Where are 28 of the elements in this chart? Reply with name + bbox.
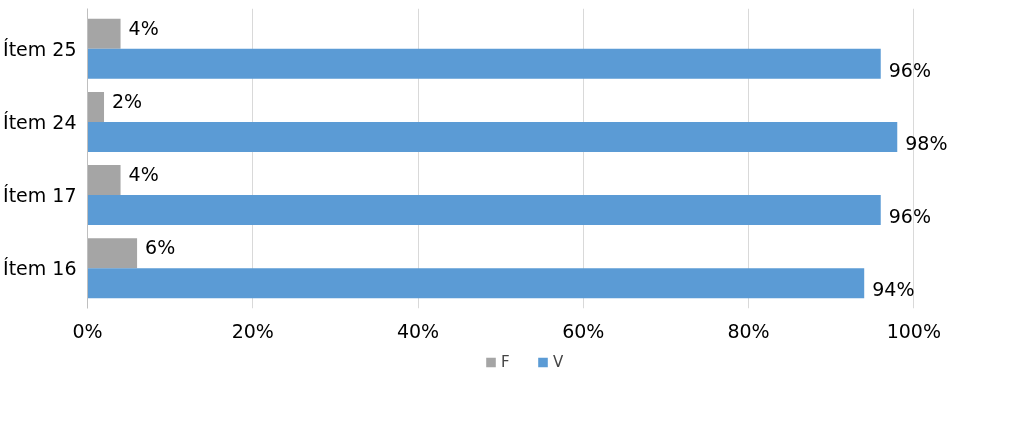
data-label: 4% xyxy=(128,16,159,39)
x-tick-label: 0% xyxy=(72,319,103,342)
legend-label: F xyxy=(501,353,511,371)
data-label: 96% xyxy=(888,58,931,81)
bar xyxy=(87,195,881,226)
y-tick-label: Ítem 16 xyxy=(3,257,77,280)
data-label: 6% xyxy=(145,236,176,259)
y-tick-label: Ítem 24 xyxy=(3,110,77,133)
data-label: 94% xyxy=(872,278,915,301)
x-tick-label: 20% xyxy=(231,319,274,342)
x-tick-label: 100% xyxy=(886,319,941,342)
data-label: 96% xyxy=(888,204,931,227)
bar xyxy=(87,238,138,269)
x-tick-label: 60% xyxy=(562,319,605,342)
data-label: 98% xyxy=(905,131,948,154)
bar xyxy=(87,165,121,196)
bar xyxy=(87,268,865,299)
y-tick-label: Ítem 25 xyxy=(3,37,77,60)
y-tick-label: Ítem 17 xyxy=(3,184,77,207)
bar xyxy=(87,91,105,122)
legend-label: V xyxy=(553,353,565,371)
x-tick-label: 40% xyxy=(396,319,440,342)
bar xyxy=(87,18,121,49)
data-label: 4% xyxy=(128,163,159,186)
bar xyxy=(87,121,898,152)
x-tick-label: 80% xyxy=(727,319,770,342)
bar xyxy=(87,48,881,79)
data-label: 2% xyxy=(112,90,143,113)
